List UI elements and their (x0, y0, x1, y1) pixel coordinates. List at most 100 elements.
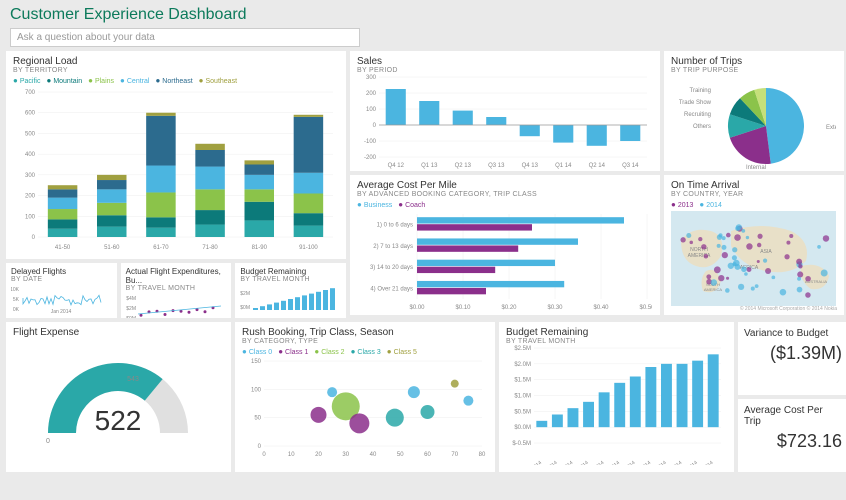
chart-subtitle: BY TERRITORY (13, 67, 339, 74)
svg-text:$0.30: $0.30 (547, 305, 563, 311)
legend: BusinessCoach (357, 200, 653, 209)
svg-text:Trade Show: Trade Show (679, 100, 712, 106)
svg-text:522: 522 (95, 405, 142, 436)
svg-text:2) 7 to 13 days: 2) 7 to 13 days (373, 244, 413, 250)
chart-title: Budget Remaining (506, 327, 727, 338)
map-chart: NORTHAMERICAASIAAFRICASOUTHAMERICAAUSTRA… (671, 211, 836, 306)
card-flight-expense[interactable]: Flight Expense 5225430 (6, 322, 231, 472)
svg-text:41-50: 41-50 (55, 245, 71, 251)
chart-title: Actual Flight Expenditures, Bu... (126, 267, 227, 285)
svg-text:$0.10: $0.10 (455, 305, 471, 311)
chart-subtitle: BY CATEGORY, TYPE (242, 338, 488, 345)
svg-text:$2M: $2M (241, 291, 251, 297)
svg-text:400: 400 (25, 152, 36, 158)
chart-subtitle: BY COUNTRY, YEAR (671, 191, 837, 198)
chart-subtitle: BY TRAVEL MONTH (240, 276, 341, 283)
card-delayed-flights[interactable]: Delayed Flights BY DATE 10K5K0KJan 2014 (6, 263, 117, 318)
svg-text:10K: 10K (11, 287, 20, 293)
svg-text:$0.5M: $0.5M (514, 409, 531, 415)
search-input[interactable]: Ask a question about your data (10, 28, 360, 47)
svg-text:200: 200 (366, 91, 377, 97)
svg-text:20: 20 (315, 452, 322, 458)
svg-text:91-100: 91-100 (299, 245, 318, 251)
card-cost-per-mile[interactable]: Average Cost Per Mile BY ADVANCED BOOKIN… (350, 175, 660, 315)
card-rush-booking[interactable]: Rush Booking, Trip Class, Season BY CATE… (235, 322, 495, 472)
svg-text:0: 0 (373, 123, 377, 129)
svg-text:700: 700 (25, 90, 36, 96)
svg-text:Internal: Internal (746, 165, 766, 169)
grouped-bar-horizontal: $0.00$0.10$0.20$0.30$0.40$0.501) 0 to 6 … (357, 211, 652, 311)
svg-text:100: 100 (251, 387, 262, 393)
svg-text:Q2 14: Q2 14 (589, 163, 606, 169)
svg-text:-200: -200 (364, 155, 377, 161)
svg-text:70: 70 (451, 452, 458, 458)
svg-text:$0.00: $0.00 (409, 305, 425, 311)
chart-title: Regional Load (13, 56, 339, 67)
svg-text:5K: 5K (13, 297, 20, 303)
svg-text:$0M: $0M (126, 316, 136, 318)
kpi-value: $723.16 (744, 431, 842, 452)
chart-subtitle: BY DATE (11, 276, 112, 283)
svg-text:1) 0 to 6 days: 1) 0 to 6 days (377, 223, 413, 229)
chart-subtitle: BY TRIP PURPOSE (671, 67, 837, 74)
svg-text:Q4 12: Q4 12 (388, 163, 405, 169)
legend: 20132014 (671, 200, 837, 209)
card-regional-load[interactable]: Regional Load BY TERRITORY PacificMounta… (6, 51, 346, 259)
column-chart: $-0.5M$0.0M$0.5M$1.0M$1.5M$2.0M$2.5M1/1/… (506, 345, 726, 465)
svg-text:$0M: $0M (241, 305, 251, 311)
svg-text:$0.40: $0.40 (593, 305, 609, 311)
card-arrival-map[interactable]: On Time Arrival BY COUNTRY, YEAR 2013201… (664, 175, 844, 315)
stacked-bar-chart: 010020030040050060070041-5051-6061-7071-… (13, 87, 338, 252)
card-kpi-variance[interactable]: Variance to Budget ($1.39M) (738, 322, 846, 395)
svg-text:10: 10 (288, 452, 295, 458)
svg-text:50: 50 (397, 452, 404, 458)
chart-title: Flight Expense (13, 327, 224, 338)
svg-text:Q4 13: Q4 13 (522, 163, 539, 169)
chart-subtitle: BY PERIOD (357, 67, 653, 74)
mini-bars: $2M $0M (240, 283, 340, 313)
svg-text:4) Over 21 days: 4) Over 21 days (370, 286, 413, 292)
chart-title: Delayed Flights (11, 267, 112, 276)
card-budget-remaining[interactable]: Budget Remaining BY TRAVEL MONTH $-0.5M$… (499, 322, 734, 472)
card-trips[interactable]: Number of Trips BY TRIP PURPOSE Training… (664, 51, 844, 171)
svg-text:AMERICA: AMERICA (704, 287, 723, 292)
chart-subtitle: BY TRAVEL MONTH (506, 338, 727, 345)
svg-text:50: 50 (254, 416, 261, 422)
svg-text:100: 100 (25, 214, 36, 220)
card-kpi-avg-cost[interactable]: Average Cost Per Trip $723.16 (738, 399, 846, 472)
gauge-chart: 5225430 (13, 338, 223, 458)
svg-text:Recruiting: Recruiting (684, 112, 711, 118)
svg-text:Others: Others (693, 124, 711, 130)
chart-subtitle: BY ADVANCED BOOKING CATEGORY, TRIP CLASS (357, 191, 653, 198)
svg-text:71-80: 71-80 (202, 245, 218, 251)
svg-text:Training: Training (690, 88, 711, 94)
card-sales[interactable]: Sales BY PERIOD -200-1000100200300Q4 12Q… (350, 51, 660, 171)
svg-text:300: 300 (366, 75, 377, 81)
card-actual-expenditures[interactable]: Actual Flight Expenditures, Bu... BY TRA… (121, 263, 232, 318)
sparkline: $4M$2M$0M2014 (126, 292, 226, 318)
svg-text:$2M: $2M (126, 306, 136, 312)
chart-title: Rush Booking, Trip Class, Season (242, 327, 488, 338)
svg-text:$0.50: $0.50 (639, 305, 652, 311)
legend: Class 0Class 1Class 2Class 3Class 5 (242, 347, 488, 356)
svg-text:0: 0 (32, 235, 36, 241)
svg-text:0: 0 (46, 438, 50, 445)
chart-subtitle: BY TRAVEL MONTH (126, 285, 227, 292)
sparkline: 10K5K0KJan 2014 (11, 283, 111, 313)
chart-title: On Time Arrival (671, 180, 837, 191)
svg-text:80: 80 (479, 452, 486, 458)
chart-title: Average Cost Per Mile (357, 180, 653, 191)
pie-chart: Training Trade Show Recruiting Others Extern… (671, 74, 836, 169)
svg-text:$1.0M: $1.0M (514, 394, 531, 400)
legend: PacificMountainPlainsCentralNortheastSou… (13, 76, 339, 85)
svg-text:3) 14 to 20 days: 3) 14 to 20 days (370, 265, 413, 271)
svg-text:External: External (826, 125, 836, 131)
svg-text:Q1 14: Q1 14 (555, 163, 572, 169)
kpi-title: Variance to Budget (744, 328, 842, 339)
svg-text:$0.0M: $0.0M (514, 425, 531, 431)
svg-text:1/1/2014: 1/1/2014 (524, 460, 543, 465)
card-budget-mini[interactable]: Budget Remaining BY TRAVEL MONTH $2M$0M (235, 263, 346, 318)
svg-text:81-90: 81-90 (252, 245, 268, 251)
scatter-chart: 05010015001020304050607080 (242, 358, 487, 458)
svg-text:$2.0M: $2.0M (514, 362, 531, 368)
